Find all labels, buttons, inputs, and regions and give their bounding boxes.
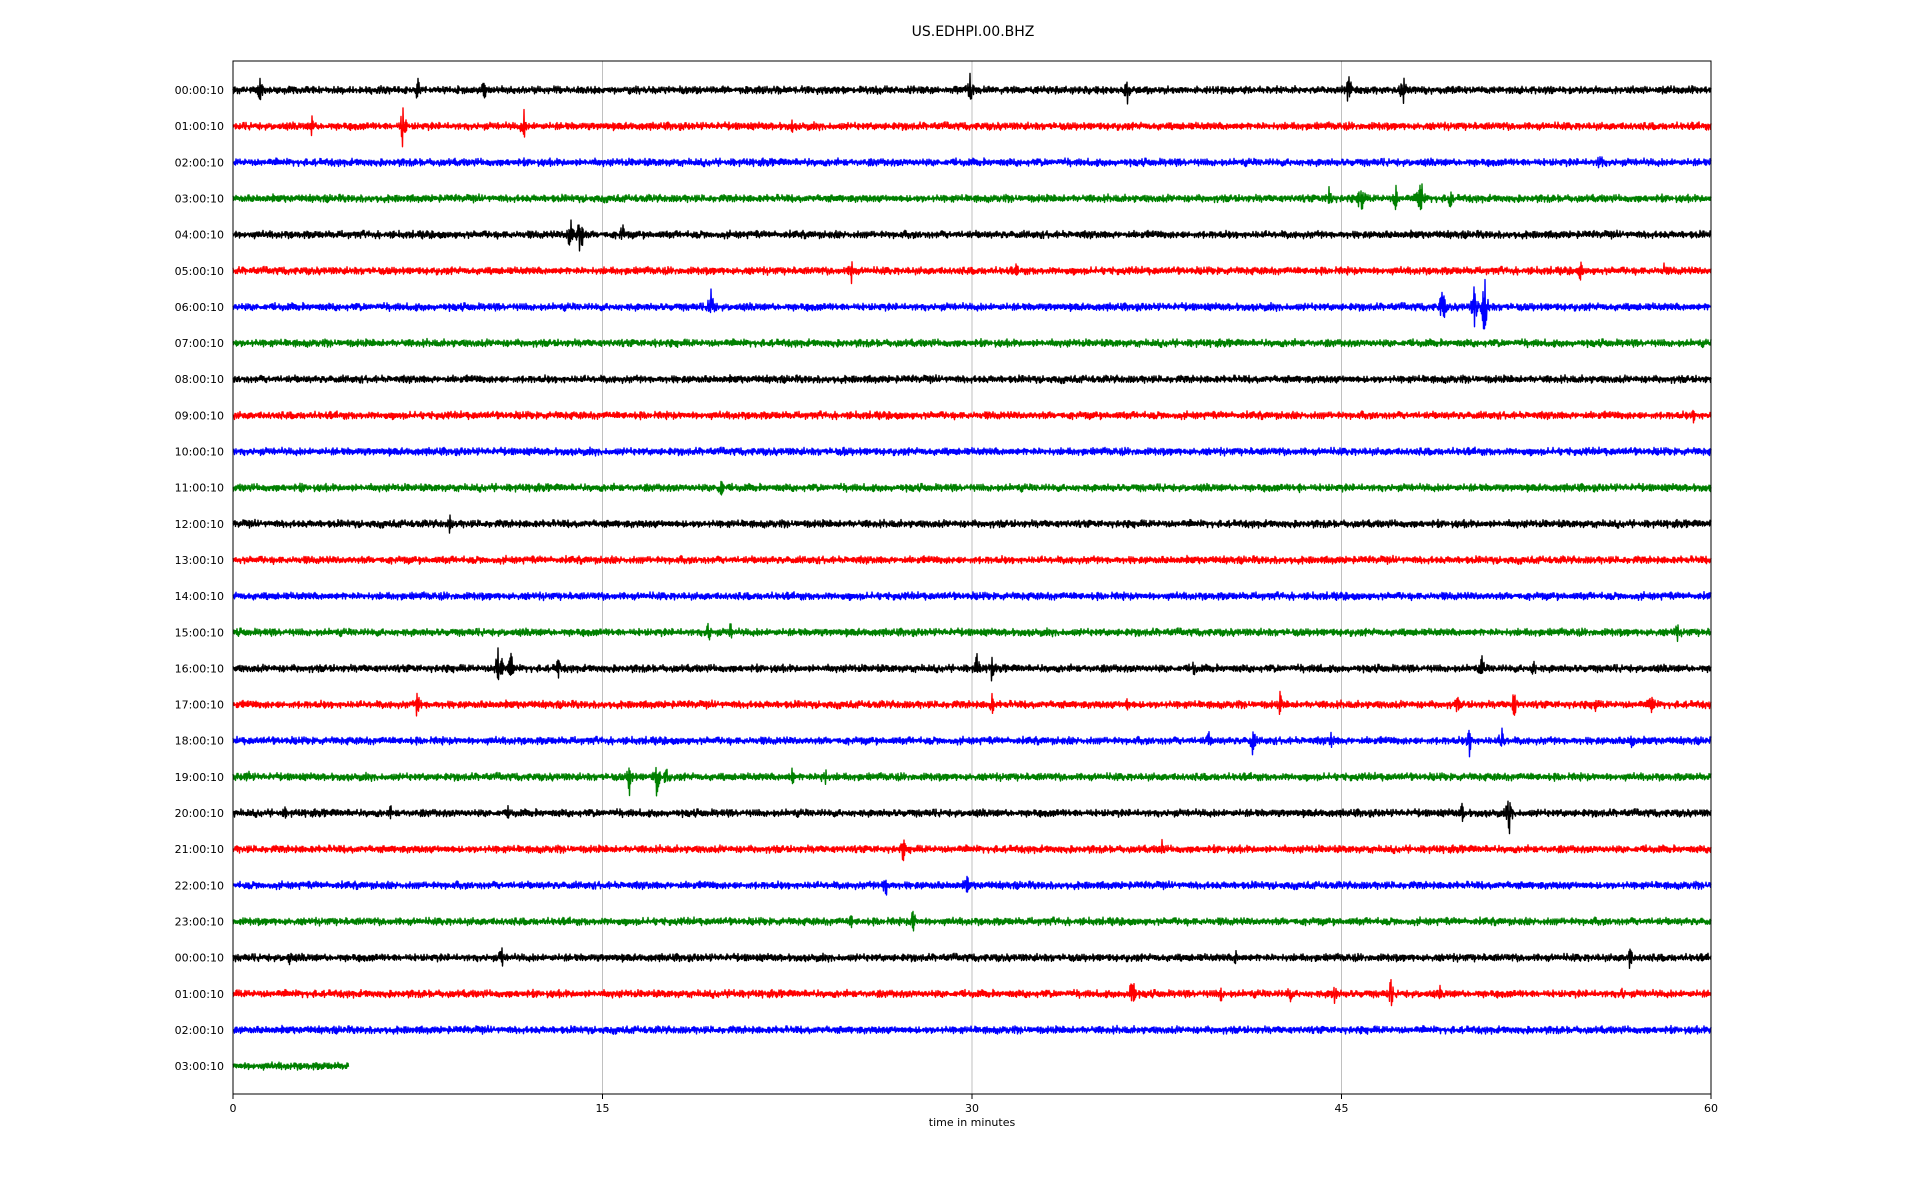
x-axis-ticks: 0 15 30 45 60 [230,1094,1718,1115]
trace-10:00:10 [232,446,1712,457]
trace-01:00:10 [232,979,1712,1007]
row-label: 07:00:10 [175,337,224,350]
row-label: 16:00:10 [175,662,224,675]
trace-23:00:10 [232,910,1712,932]
x-tick-label: 15 [596,1102,610,1115]
row-label: 05:00:10 [175,265,224,278]
row-label: 01:00:10 [175,120,224,133]
trace-02:00:10 [232,1024,1712,1035]
row-label: 02:00:10 [175,156,224,169]
x-tick-label: 0 [230,1102,237,1115]
trace-20:00:10 [232,800,1712,835]
row-label: 09:00:10 [175,409,224,422]
row-label: 11:00:10 [175,482,224,495]
trace-22:00:10 [232,875,1712,896]
trace-03:00:10 [232,1061,350,1071]
trace-04:00:10 [232,219,1712,252]
trace-14:00:10 [232,591,1712,602]
x-axis-label: time in minutes [929,1116,1016,1129]
trace-03:00:10 [232,183,1712,211]
row-label: 00:00:10 [175,952,224,965]
row-label: 12:00:10 [175,518,224,531]
traces [232,72,1712,1071]
trace-08:00:10 [232,374,1712,385]
row-label: 19:00:10 [175,771,224,784]
row-label: 08:00:10 [175,373,224,386]
row-label: 22:00:10 [175,879,224,892]
row-label: 23:00:10 [175,915,224,928]
row-label: 21:00:10 [175,843,224,856]
trace-16:00:10 [232,647,1712,682]
row-label: 01:00:10 [175,988,224,1001]
x-tick-label: 30 [965,1102,979,1115]
row-label: 18:00:10 [175,735,224,748]
row-label: 00:00:10 [175,84,224,97]
row-label: 06:00:10 [175,301,224,314]
trace-13:00:10 [232,554,1712,565]
trace-00:00:10 [232,947,1712,969]
row-label: 03:00:10 [175,1060,224,1073]
trace-19:00:10 [232,766,1712,797]
row-label: 14:00:10 [175,590,224,603]
trace-01:00:10 [232,107,1712,148]
row-label: 17:00:10 [175,699,224,712]
row-label: 04:00:10 [175,229,224,242]
trace-11:00:10 [232,480,1712,496]
trace-06:00:10 [232,278,1712,330]
trace-18:00:10 [232,727,1712,758]
grid-lines [602,61,1342,1094]
trace-17:00:10 [232,690,1712,717]
trace-21:00:10 [232,838,1712,862]
chart-title: US.EDHPI.00.BHZ [912,24,1035,40]
row-label: 20:00:10 [175,807,224,820]
row-label: 10:00:10 [175,446,224,459]
row-label: 03:00:10 [175,192,224,205]
trace-09:00:10 [232,409,1712,424]
row-label: 02:00:10 [175,1024,224,1037]
trace-00:00:10 [232,72,1712,105]
trace-02:00:10 [232,156,1712,169]
x-tick-label: 60 [1704,1102,1718,1115]
trace-15:00:10 [232,622,1712,643]
row-labels: 00:00:10 01:00:10 02:00:10 03:00:10 04:00:10… [175,84,224,1073]
row-label: 13:00:10 [175,554,224,567]
x-tick-label: 45 [1335,1102,1349,1115]
trace-07:00:10 [232,337,1712,349]
trace-05:00:10 [232,261,1712,285]
row-label: 15:00:10 [175,626,224,639]
trace-12:00:10 [232,514,1712,534]
